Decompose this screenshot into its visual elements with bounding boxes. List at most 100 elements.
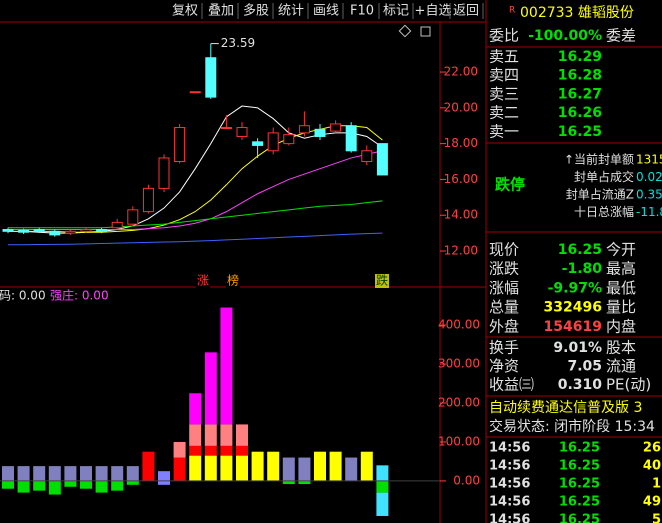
seal-value: 0.35 <box>636 188 662 202</box>
bar-segment <box>126 480 139 485</box>
bar-segment <box>360 451 373 481</box>
stock-name: 002733 雄韬股份 <box>520 5 634 21</box>
tick-price: 16.25 <box>559 477 600 492</box>
tick-volume: 40 <box>643 459 661 474</box>
seal-value: 0.02 <box>636 170 662 184</box>
bar-segment <box>204 455 217 481</box>
y-tick-label: 20.00 <box>444 100 478 114</box>
icon-diamond[interactable] <box>398 24 412 38</box>
high-label: 23.59 <box>221 36 255 50</box>
ask-label: 卖三 <box>489 85 519 103</box>
candle-body <box>2 229 14 232</box>
fund-label: PE(动) <box>606 376 651 394</box>
ask-label: 卖一 <box>489 122 519 140</box>
candle-body <box>174 127 186 163</box>
toolbar-button[interactable]: 返回 <box>453 4 479 19</box>
candle-body <box>283 134 295 145</box>
y-tick-label: 16.00 <box>444 172 478 186</box>
y-tick-label: 400.00 <box>438 318 480 332</box>
trade-status: 交易状态: 闭市阶段 15:34 <box>489 418 655 435</box>
icon-box[interactable] <box>420 26 431 37</box>
bar-segment <box>345 457 358 481</box>
toolbar-button[interactable]: 画线 <box>313 4 339 19</box>
candle-body <box>314 128 326 137</box>
bar-segment <box>64 466 77 481</box>
bar-segment <box>33 466 46 481</box>
tick-volume: 26 <box>643 441 661 456</box>
bar-segment <box>204 445 217 456</box>
y-tick-label: 100.00 <box>438 434 480 448</box>
label: 委差 <box>606 27 636 45</box>
notice: 自动续费通达信普及版 3 <box>489 399 642 416</box>
candle-body <box>345 125 357 152</box>
candle-body <box>330 123 342 132</box>
marker-box <box>375 274 389 288</box>
candle-body <box>80 229 92 232</box>
bar-segment <box>111 480 124 491</box>
fund-label: 收益㈢ <box>489 376 534 394</box>
indicator-label: 强庄: 0.00 <box>50 288 109 303</box>
bar-segment <box>64 480 77 487</box>
bar-segment <box>282 457 295 481</box>
bar-segment <box>2 466 14 481</box>
toolbar-button[interactable]: 统计 <box>278 4 304 19</box>
y-tick-label: 12.00 <box>444 244 478 258</box>
candle-body <box>236 127 248 137</box>
tick-price: 16.25 <box>559 459 600 474</box>
toolbar-button[interactable]: 复权 <box>172 3 198 19</box>
ask-price: 16.25 <box>558 124 602 140</box>
bar-segment <box>17 480 30 493</box>
stat-label: 外盘 <box>489 317 519 335</box>
toolbar-button[interactable]: 标记 <box>383 4 409 19</box>
candle-body <box>96 229 108 232</box>
stat-label: 现价 <box>489 241 519 259</box>
moving-average <box>8 232 383 246</box>
bar-segment <box>48 480 61 495</box>
tick-time: 14:56 <box>489 477 530 492</box>
bar-segment <box>204 352 217 425</box>
ask-price: 16.28 <box>558 68 602 84</box>
bar-segment <box>204 424 217 446</box>
ask-label: 卖二 <box>489 104 519 122</box>
marker-box <box>196 274 210 288</box>
value: -100.00% <box>528 28 602 44</box>
candle-body <box>189 91 201 94</box>
marker: 涨 <box>197 273 209 288</box>
fund-value: 7.05 <box>567 359 602 375</box>
y-tick-label: 22.00 <box>444 65 478 79</box>
toolbar-button[interactable]: F10 <box>350 4 374 19</box>
toolbar-button[interactable]: 叠加 <box>208 4 234 19</box>
badge: R <box>509 6 515 16</box>
stat-value: -9.97% <box>548 280 602 296</box>
bar-segment <box>376 465 389 481</box>
stat-label: 涨幅 <box>489 279 519 297</box>
ask-label: 卖五 <box>489 48 519 66</box>
candle-body <box>49 230 61 236</box>
fund-label: 股本 <box>606 339 636 357</box>
toolbar-button[interactable]: 多股 <box>243 3 269 19</box>
bar-segment <box>2 480 14 489</box>
bar-segment <box>158 480 170 485</box>
stat-label: 内盘 <box>606 317 636 335</box>
y-tick-label: 200.00 <box>438 395 480 409</box>
marker: 跌 <box>376 273 388 288</box>
candle-body <box>158 157 170 189</box>
seal-value: -11.8 <box>636 205 662 219</box>
toolbar-button[interactable]: +自选 <box>415 4 452 19</box>
candle-body <box>18 229 30 233</box>
tick-time: 14:56 <box>489 441 530 456</box>
bar-segment <box>142 451 155 481</box>
indicator-label: 筹码: 0.00 <box>0 289 46 303</box>
marker: 榜 <box>227 273 239 288</box>
candle-body <box>252 141 264 146</box>
candle-body <box>361 150 373 163</box>
stat-value: 332496 <box>544 300 602 316</box>
bar-segment <box>236 445 248 456</box>
y-tick-label: 18.00 <box>444 136 478 150</box>
bar-segment <box>220 424 233 446</box>
label: 委比 <box>489 27 519 45</box>
bar-segment <box>220 445 233 456</box>
tick-time: 14:56 <box>489 495 530 510</box>
